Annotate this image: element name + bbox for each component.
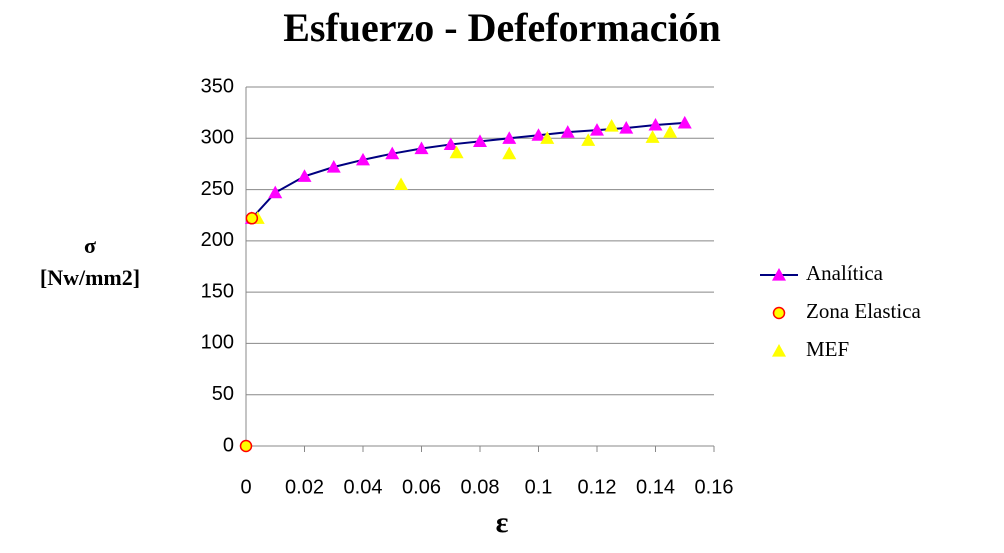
point [604,118,619,132]
legend-label: Zona Elastica [806,299,922,323]
y-tick-label: 250 [201,178,234,200]
point [540,131,555,144]
legend-marker [772,344,786,357]
point [619,121,634,134]
x-tick-label: 0.14 [636,476,675,498]
x-tick-label: 0.08 [461,476,500,498]
point [560,125,575,138]
x-tick-label: 0.04 [344,476,383,498]
x-axis-label: ε [496,506,509,539]
legend-marker [772,306,786,320]
point [502,146,517,160]
point [239,439,253,453]
y-axis-label: [Nw/mm2] [40,265,140,290]
line [251,121,685,219]
y-tick-label: 350 [201,75,234,97]
x-tick-label: 0.06 [402,476,441,498]
y-axis-label: σ [84,233,96,258]
legend-label: MEF [806,337,849,361]
point [581,133,596,146]
x-tick-label: 0.12 [578,476,617,498]
y-tick-label: 0 [223,434,234,456]
y-tick-label: 150 [201,280,234,302]
point [268,185,283,199]
y-tick-label: 200 [201,229,234,251]
y-tick-label: 100 [201,332,234,354]
point [394,177,409,191]
x-tick-label: 0.1 [525,476,553,498]
point [245,212,259,225]
point [648,117,663,131]
point [326,160,341,173]
y-tick-label: 50 [212,383,234,405]
x-tick-label: 0.16 [695,476,734,498]
point [590,123,604,136]
point [677,115,692,129]
y-tick-label: 300 [201,127,234,149]
point [645,130,660,143]
point [385,146,400,160]
legend-label: Analítica [806,261,884,285]
point [663,125,678,138]
point [473,134,487,147]
point [502,131,517,144]
x-tick-label: 0.02 [285,476,324,498]
point [356,152,370,166]
x-tick-label: 0 [240,476,251,498]
point [414,141,429,155]
point [443,137,458,151]
point [297,169,312,182]
legend-marker [772,268,786,281]
point [449,145,464,159]
chart-title: Esfuerzo - Defeformación [283,5,721,50]
point [531,128,546,141]
